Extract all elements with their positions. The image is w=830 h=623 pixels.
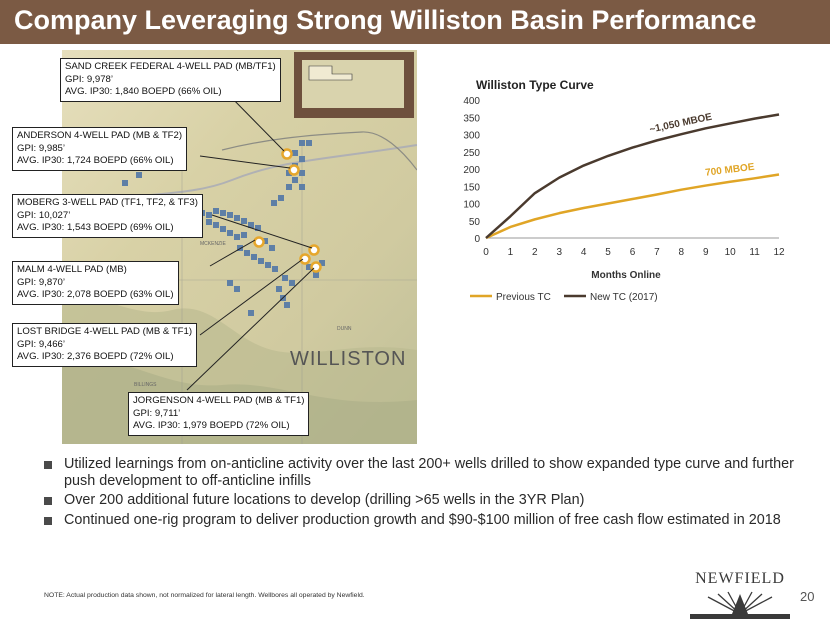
square-bullet-icon bbox=[44, 461, 52, 469]
callout-leader-lines bbox=[186, 91, 315, 391]
footnote: NOTE: Actual production data shown, not … bbox=[44, 592, 365, 599]
x-tick-label: 7 bbox=[654, 247, 660, 258]
y-tick-label: 100 bbox=[463, 200, 480, 211]
series-line-new-tc-2017 bbox=[485, 113, 780, 239]
series-line-previous-tc bbox=[485, 173, 780, 240]
x-tick-label: 4 bbox=[581, 247, 587, 258]
callout-lost-bridge: LOST BRIDGE 4-WELL PAD (MB & TF1) GPI: 9… bbox=[12, 323, 198, 367]
callout-malm: MALM 4-WELL PAD (MB) GPI: 9,870’ AVG. IP… bbox=[12, 261, 179, 305]
y-tick-label: 400 bbox=[463, 96, 480, 107]
lost-bridge-marker bbox=[299, 253, 311, 265]
legend-label-new: New TC (2017) bbox=[590, 292, 658, 303]
callout-gpi: GPI: 10,027’ bbox=[17, 209, 71, 221]
inset-basin-outline bbox=[308, 65, 353, 81]
x-tick-label: 3 bbox=[556, 247, 562, 258]
x-tick-label: 2 bbox=[532, 247, 538, 258]
callout-gpi: GPI: 9,978’ bbox=[65, 73, 113, 85]
williston-basin-map: WILLISTON MCKENZIE DUNN BILLINGS bbox=[62, 50, 417, 444]
bullet-list: Utilized learnings from on-anticline act… bbox=[44, 456, 804, 531]
y-tick-label: 0 bbox=[474, 234, 480, 245]
sunburst-icon bbox=[690, 591, 790, 619]
bullet-item: Over 200 additional future locations to … bbox=[44, 492, 804, 509]
county-billings-label: BILLINGS bbox=[134, 382, 157, 388]
callout-gpi: GPI: 9,985’ bbox=[17, 142, 65, 154]
callout-ip30: AVG. IP30: 2,376 BOEPD (72% OIL) bbox=[17, 351, 174, 363]
y-tick-label: 350 bbox=[463, 113, 480, 124]
page-number: 20 bbox=[800, 589, 815, 604]
y-tick-label: 300 bbox=[463, 131, 480, 142]
x-tick-label: 12 bbox=[773, 247, 785, 258]
map-graphic: WILLISTON MCKENZIE DUNN BILLINGS bbox=[62, 50, 417, 444]
chart-title: Williston Type Curve bbox=[476, 78, 594, 92]
callout-pad-name: SAND CREEK FEDERAL 4-WELL PAD (MB/TF1) bbox=[65, 61, 276, 72]
logo-wordmark: NEWFIELD bbox=[695, 570, 785, 587]
y-tick-label: 150 bbox=[463, 182, 480, 193]
anderson-marker bbox=[288, 164, 300, 176]
callout-ip30: AVG. IP30: 1,543 BOEPD (69% OIL) bbox=[17, 222, 174, 234]
callout-ip30: AVG. IP30: 1,840 BOEPD (66% OIL) bbox=[65, 86, 222, 98]
page-title: Company Leveraging Strong Williston Basi… bbox=[14, 5, 757, 35]
title-bar: Company Leveraging Strong Williston Basi… bbox=[0, 0, 830, 44]
callout-ip30: AVG. IP30: 2,078 BOEPD (63% OIL) bbox=[17, 289, 174, 301]
callout-jorgenson: JORGENSON 4-WELL PAD (MB & TF1) GPI: 9,7… bbox=[128, 392, 310, 436]
y-tick-label: 200 bbox=[463, 165, 480, 176]
county-dunn-label: DUNN bbox=[337, 326, 352, 332]
callout-sand-creek: SAND CREEK FEDERAL 4-WELL PAD (MB/TF1) G… bbox=[60, 58, 281, 102]
callout-gpi: GPI: 9,711’ bbox=[133, 407, 181, 419]
jorgenson-marker bbox=[310, 261, 322, 273]
callout-ip30: AVG. IP30: 1,979 BOEPD (72% OIL) bbox=[133, 420, 290, 432]
newfield-logo: NEWFIELD bbox=[688, 570, 792, 620]
chart-svg: Williston Type Curve Months Online Previ… bbox=[463, 78, 785, 303]
x-tick-label: 6 bbox=[630, 247, 636, 258]
north-dakota-inset-map bbox=[294, 52, 414, 118]
square-bullet-icon bbox=[44, 516, 52, 525]
moberg-marker bbox=[253, 236, 265, 248]
y-tick-label: 250 bbox=[463, 148, 480, 159]
callout-pad-name: MOBERG 3-WELL PAD (TF1, TF2, & TF3) bbox=[17, 197, 198, 208]
series-annotation: 700 MBOE bbox=[705, 162, 756, 179]
county-mckenzie-label: MCKENZIE bbox=[200, 241, 227, 247]
legend-label-previous: Previous TC bbox=[496, 292, 551, 303]
callout-moberg: MOBERG 3-WELL PAD (TF1, TF2, & TF3) GPI:… bbox=[12, 194, 203, 238]
callout-pad-name: ANDERSON 4-WELL PAD (MB & TF2) bbox=[17, 130, 183, 141]
square-bullet-icon bbox=[44, 497, 52, 505]
basin-outline bbox=[221, 131, 417, 171]
bullet-text: Continued one-rig program to deliver pro… bbox=[64, 511, 781, 528]
bullet-text: Utilized learnings from on-anticline act… bbox=[64, 456, 794, 489]
sand-creek-marker bbox=[281, 148, 293, 160]
x-tick-label: 9 bbox=[703, 247, 709, 258]
callout-pad-name: JORGENSON 4-WELL PAD (MB & TF1) bbox=[133, 395, 305, 406]
callout-anderson: ANDERSON 4-WELL PAD (MB & TF2) GPI: 9,98… bbox=[12, 127, 188, 171]
x-tick-label: 5 bbox=[605, 247, 611, 258]
bullet-item: Continued one-rig program to deliver pro… bbox=[44, 512, 804, 529]
callout-pad-name: MALM 4-WELL PAD (MB) bbox=[17, 264, 127, 275]
malm-marker bbox=[308, 244, 320, 256]
bullet-text: Over 200 additional future locations to … bbox=[64, 492, 585, 508]
callout-gpi: GPI: 9,870’ bbox=[17, 276, 65, 288]
x-tick-label: 10 bbox=[725, 247, 737, 258]
basin-label: WILLISTON bbox=[290, 348, 406, 370]
callout-ip30: AVG. IP30: 1,724 BOEPD (66% OIL) bbox=[17, 155, 174, 167]
bullet-item: Utilized learnings from on-anticline act… bbox=[44, 456, 804, 489]
callout-gpi: GPI: 9,466’ bbox=[17, 338, 65, 350]
x-tick-label: 8 bbox=[679, 247, 685, 258]
series-annotation: ~1,050 MBOE bbox=[649, 112, 714, 136]
x-tick-label: 1 bbox=[508, 247, 514, 258]
williston-type-curve-chart: Williston Type Curve Months Online Previ… bbox=[440, 70, 820, 310]
y-tick-label: 50 bbox=[469, 217, 481, 228]
x-tick-label: 0 bbox=[483, 247, 489, 258]
x-tick-label: 11 bbox=[749, 247, 760, 258]
callout-pad-name: LOST BRIDGE 4-WELL PAD (MB & TF1) bbox=[17, 326, 193, 337]
x-axis-label: Months Online bbox=[591, 270, 661, 281]
